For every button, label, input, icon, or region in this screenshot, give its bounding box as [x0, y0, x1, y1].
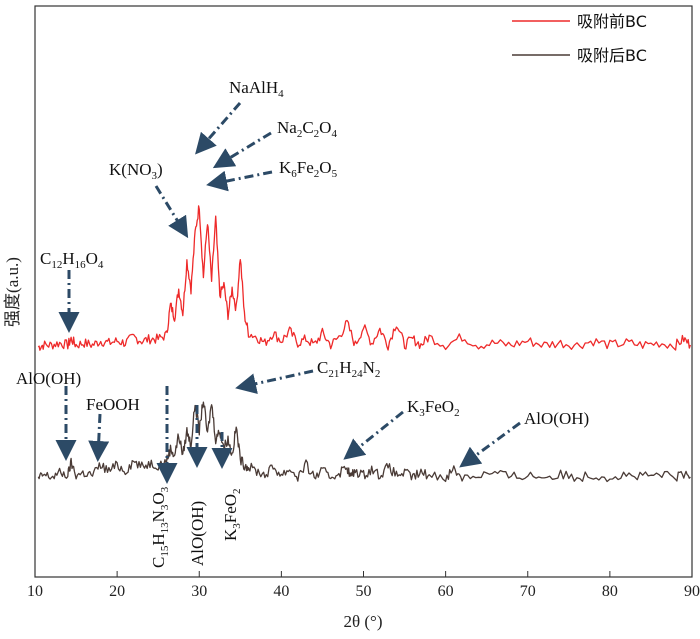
- x-tick-label: 50: [356, 583, 372, 600]
- annotation-aloh-vertical: AlO(OH): [188, 501, 207, 566]
- annotation-kno3: K(NO3): [109, 160, 163, 182]
- x-tick-label: 30: [191, 583, 207, 600]
- annotation-c21h24n2: C21H24N2: [317, 358, 380, 380]
- arrow-kno3: [154, 185, 189, 239]
- annotation-naalh4: NaAlH4: [229, 78, 284, 100]
- x-tick-label: 60: [438, 583, 454, 600]
- annotation-k6fe2o5: K6Fe2O5: [279, 158, 338, 180]
- series-line-before: [37, 205, 692, 351]
- x-tick-label: 80: [602, 583, 618, 600]
- annotation-aloh-left: AlO(OH): [16, 369, 81, 388]
- x-tick-label: 40: [273, 583, 289, 600]
- x-tick-label: 90: [684, 583, 700, 600]
- annotation-k3feo2-vertical: K3FeO2: [221, 488, 243, 541]
- arrow-naalh4: [195, 102, 242, 155]
- legend: 吸附前BC 吸附后BC: [512, 12, 647, 65]
- x-tick-label: 10: [27, 583, 43, 600]
- arrow-c21h24n2: [235, 369, 314, 394]
- x-axis-ticks: 10 20 30 40 50 60 70 80 90: [27, 571, 700, 600]
- arrow-na2c2o4: [212, 131, 272, 169]
- arrow-k3feo2-right: [343, 410, 404, 460]
- legend-label-before: 吸附前BC: [577, 12, 647, 31]
- plot-frame: [34, 5, 693, 578]
- annotation-k3feo2-right: K3FeO2: [407, 397, 460, 419]
- y-axis-label: 强度(a.u.): [3, 257, 22, 327]
- arrow-k6fe2o5: [206, 170, 273, 192]
- annotation-feooh: FeOOH: [86, 395, 140, 414]
- x-axis-label: 2θ (°): [343, 612, 382, 631]
- legend-label-after: 吸附后BC: [577, 46, 647, 65]
- x-tick-label: 70: [520, 583, 536, 600]
- annotation-labels: NaAlH4 Na2C2O4 K(NO3) K6Fe2O5 C12H16O4 C…: [16, 78, 589, 568]
- annotation-arrows: [55, 102, 521, 484]
- annotation-c12h16o4: C12H16O4: [40, 249, 104, 271]
- arrow-aloh-right: [459, 421, 521, 468]
- series-line-after: [37, 401, 691, 483]
- arrow-feooh: [88, 413, 110, 462]
- annotation-na2c2o4: Na2C2O4: [277, 118, 337, 140]
- annotation-c15h13n3o3: C15H13N3O3: [149, 486, 171, 568]
- annotation-aloh-right: AlO(OH): [524, 409, 589, 428]
- x-tick-label: 20: [109, 583, 125, 600]
